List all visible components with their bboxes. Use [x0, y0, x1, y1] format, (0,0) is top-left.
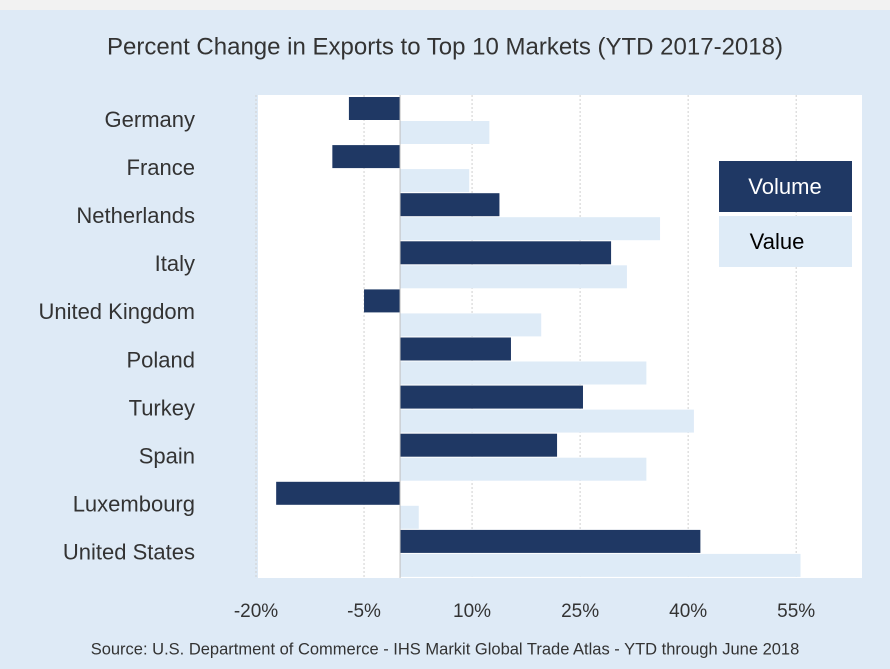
legend-swatch: [719, 161, 852, 212]
bar: [400, 241, 612, 265]
legend-label: Volume: [748, 174, 821, 199]
x-tick-label: 10%: [453, 601, 491, 622]
y-tick-label: Spain: [139, 444, 195, 469]
bar: [400, 529, 701, 553]
bar: [400, 385, 583, 409]
chart-title: Percent Change in Exports to Top 10 Mark…: [107, 33, 783, 60]
bar: [364, 289, 401, 313]
bar: [400, 313, 542, 337]
bar: [400, 553, 801, 577]
bar: [400, 457, 647, 481]
y-tick-label: Germany: [105, 107, 195, 132]
bar: [400, 265, 627, 289]
bar: [400, 505, 419, 529]
legend-label: Value: [750, 229, 805, 254]
x-tick-label: 25%: [561, 601, 599, 622]
y-tick-label: United Kingdom: [38, 299, 195, 324]
y-tick-label: Italy: [155, 251, 195, 276]
bar: [400, 169, 470, 193]
bar: [400, 121, 490, 144]
y-tick-label: Poland: [126, 347, 195, 372]
x-tick-label: 40%: [669, 601, 707, 622]
y-tick-label: United States: [63, 540, 195, 565]
bar: [400, 361, 647, 385]
bar: [332, 145, 401, 169]
y-tick-label: Turkey: [129, 395, 195, 420]
legend-swatch: [719, 216, 852, 267]
y-tick-label: Luxembourg: [73, 492, 195, 517]
bar: [400, 217, 661, 241]
bar: [348, 97, 401, 120]
x-tick-label: -20%: [234, 601, 278, 622]
y-tick-label: France: [127, 155, 195, 180]
x-tick-label: 55%: [777, 601, 815, 622]
y-tick-label: Netherlands: [76, 203, 195, 228]
top-strip: [0, 0, 890, 10]
bar: [276, 481, 401, 505]
source-note: Source: U.S. Department of Commerce - IH…: [91, 640, 800, 658]
bar: [400, 409, 694, 433]
bar: [400, 433, 558, 457]
bar: [400, 337, 511, 361]
bar: [400, 193, 500, 217]
x-tick-label: -5%: [347, 601, 381, 622]
